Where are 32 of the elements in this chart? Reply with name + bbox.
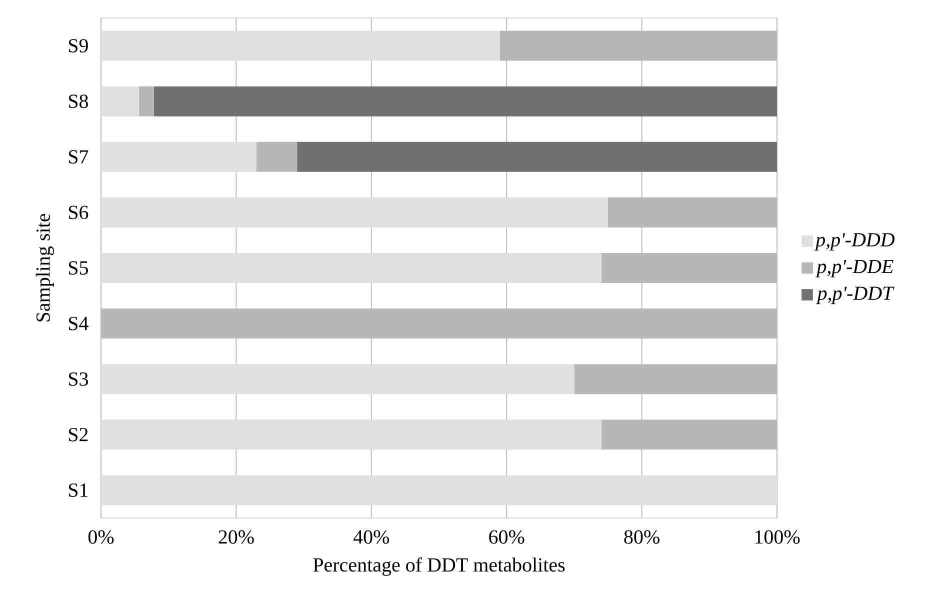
y-tick-label: S8: [68, 94, 88, 108]
legend-label: p,p'-DDD: [814, 233, 895, 251]
bar: [101, 252, 602, 283]
bar: [138, 86, 154, 116]
x-tick-label: 0%: [88, 530, 114, 544]
x-axis-title: Percentage of DDT metabolites: [313, 557, 565, 576]
y-tick-label: S9: [68, 39, 88, 52]
x-tick-label: 60%: [489, 530, 524, 544]
bar: [101, 30, 500, 61]
bar: [101, 142, 256, 172]
x-tick-label: 40%: [353, 530, 390, 544]
bar: [101, 197, 608, 228]
bar: [101, 364, 574, 394]
y-tick-label: S1: [68, 483, 88, 497]
bar: [101, 420, 602, 450]
y-tick-label: S2: [68, 428, 88, 442]
y-tick-label: S4: [68, 316, 88, 330]
x-tick-label: 100%: [755, 530, 800, 544]
y-tick-label: S6: [68, 206, 88, 220]
y-tick-label: S3: [68, 372, 88, 386]
x-tick-label: 20%: [218, 530, 254, 544]
bar: [101, 86, 139, 116]
x-tick-label: 80%: [624, 530, 660, 544]
legend-label: p,p'-DDE: [816, 260, 894, 278]
y-tick-label: S5: [68, 261, 88, 275]
bar: [256, 142, 298, 172]
y-tick-label: S7: [68, 150, 88, 164]
legend-label: p,p'-DDT: [816, 286, 894, 304]
bar: [101, 475, 778, 506]
bar: [297, 142, 778, 172]
y-axis-title: Sampling site: [36, 214, 54, 322]
bar: [154, 86, 778, 116]
